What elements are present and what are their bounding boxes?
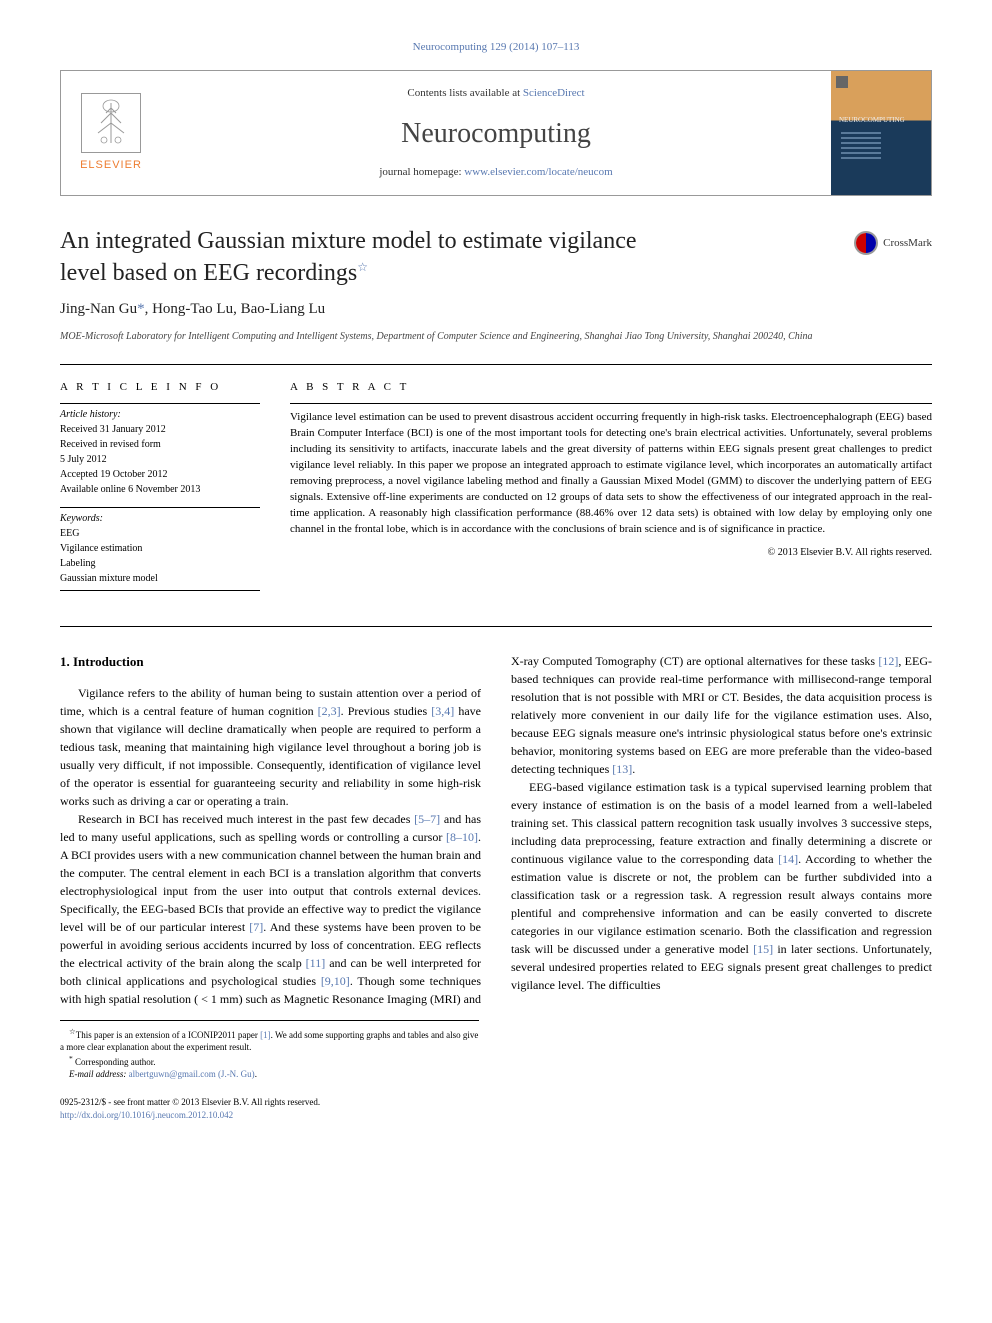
elsevier-text: ELSEVIER: [80, 158, 142, 173]
ref-link[interactable]: [15]: [753, 942, 773, 956]
history-label: Article history:: [60, 408, 260, 422]
star-mark: ☆: [69, 1027, 76, 1036]
ref-link[interactable]: [14]: [778, 852, 798, 866]
ref-link[interactable]: [3,4]: [431, 704, 454, 718]
cover-title: NEUROCOMPUTING: [839, 116, 905, 126]
author-1: Jing-Nan Gu: [60, 301, 137, 317]
email-label: E-mail address:: [69, 1069, 129, 1079]
cover-badge-icon: [836, 76, 848, 88]
history-accepted: Accepted 19 October 2012: [60, 467, 260, 482]
contents-line: Contents lists available at ScienceDirec…: [171, 86, 821, 101]
body-text: 1. Introduction Vigilance refers to the …: [60, 652, 932, 1008]
keyword-3: Labeling: [60, 556, 260, 571]
crossmark-badge[interactable]: CrossMark: [854, 231, 932, 255]
authors: Jing-Nan Gu*, Hong-Tao Lu, Bao-Liang Lu: [60, 299, 932, 320]
ref-link[interactable]: [12]: [878, 654, 898, 668]
footnote-corr: * Corresponding author.: [60, 1054, 479, 1069]
ref-link[interactable]: [8–10]: [446, 830, 478, 844]
article-info-heading: A R T I C L E I N F O: [60, 380, 260, 395]
email-link[interactable]: albertguwn@gmail.com (J.-N. Gu): [129, 1069, 255, 1079]
info-abstract-row: A R T I C L E I N F O Article history: R…: [60, 380, 932, 601]
footnotes: ☆This paper is an extension of a ICONIP2…: [60, 1020, 479, 1081]
ref-link[interactable]: [13]: [612, 762, 632, 776]
history-revised-label: Received in revised form: [60, 437, 260, 452]
article-title: An integrated Gaussian mixture model to …: [60, 226, 834, 288]
history-revised-date: 5 July 2012: [60, 452, 260, 467]
sciencedirect-link[interactable]: ScienceDirect: [523, 87, 585, 99]
keywords-section: Keywords: EEG Vigilance estimation Label…: [60, 507, 260, 591]
divider: [60, 364, 932, 365]
journal-header-box: ELSEVIER Contents lists available at Sci…: [60, 70, 932, 196]
keyword-2: Vigilance estimation: [60, 541, 260, 556]
elsevier-logo: ELSEVIER: [61, 71, 161, 195]
affiliation: MOE-Microsoft Laboratory for Intelligent…: [60, 330, 932, 344]
abstract-text: Vigilance level estimation can be used t…: [290, 403, 932, 538]
title-line2: level based on EEG recordings: [60, 260, 357, 286]
para-1: Vigilance refers to the ability of human…: [60, 684, 481, 810]
homepage-link[interactable]: www.elsevier.com/locate/neucom: [464, 166, 612, 178]
doi-link[interactable]: http://dx.doi.org/10.1016/j.neucom.2012.…: [60, 1110, 233, 1120]
journal-ref-link[interactable]: Neurocomputing 129 (2014) 107–113: [413, 41, 580, 53]
ref-link[interactable]: [2,3]: [318, 704, 341, 718]
journal-cover: NEUROCOMPUTING: [831, 71, 931, 195]
authors-rest: , Hong-Tao Lu, Bao-Liang Lu: [145, 301, 326, 317]
crossmark-icon: [854, 231, 878, 255]
article-history: Article history: Received 31 January 201…: [60, 403, 260, 497]
title-line1: An integrated Gaussian mixture model to …: [60, 228, 637, 254]
abstract-heading: A B S T R A C T: [290, 380, 932, 395]
corr-mark: *: [69, 1054, 73, 1063]
history-online: Available online 6 November 2013: [60, 482, 260, 497]
article-info: A R T I C L E I N F O Article history: R…: [60, 380, 260, 601]
elsevier-tree-icon: [81, 93, 141, 153]
copyright: © 2013 Elsevier B.V. All rights reserved…: [290, 546, 932, 560]
footnote-star: ☆This paper is an extension of a ICONIP2…: [60, 1027, 479, 1054]
ref-link[interactable]: [9,10]: [321, 974, 350, 988]
footnote-email: E-mail address: albertguwn@gmail.com (J.…: [60, 1068, 479, 1081]
keyword-1: EEG: [60, 526, 260, 541]
ref-link[interactable]: [11]: [306, 956, 326, 970]
cover-pattern-icon: [841, 129, 881, 159]
title-row: An integrated Gaussian mixture model to …: [60, 226, 932, 288]
homepage-prefix: journal homepage:: [379, 166, 464, 178]
keywords-label: Keywords:: [60, 512, 260, 526]
journal-name: Neurocomputing: [171, 114, 821, 153]
footer: 0925-2312/$ - see front matter © 2013 El…: [60, 1096, 932, 1121]
history-received: Received 31 January 2012: [60, 422, 260, 437]
corresponding-author-mark[interactable]: *: [137, 301, 145, 317]
abstract: A B S T R A C T Vigilance level estimati…: [290, 380, 932, 601]
title-footnote-mark: ☆: [357, 260, 368, 274]
ref-link[interactable]: [5–7]: [414, 812, 440, 826]
para-3: EEG-based vigilance estimation task is a…: [511, 778, 932, 994]
divider-2: [60, 626, 932, 627]
section-1-heading: 1. Introduction: [60, 652, 481, 672]
ref-link[interactable]: [7]: [249, 920, 263, 934]
homepage-line: journal homepage: www.elsevier.com/locat…: [171, 165, 821, 180]
crossmark-label: CrossMark: [883, 236, 932, 251]
front-matter: 0925-2312/$ - see front matter © 2013 El…: [60, 1096, 932, 1109]
journal-reference: Neurocomputing 129 (2014) 107–113: [60, 40, 932, 55]
ref-link[interactable]: [1]: [260, 1030, 271, 1040]
contents-prefix: Contents lists available at: [407, 87, 522, 99]
header-center: Contents lists available at ScienceDirec…: [161, 71, 831, 195]
keyword-4: Gaussian mixture model: [60, 571, 260, 586]
